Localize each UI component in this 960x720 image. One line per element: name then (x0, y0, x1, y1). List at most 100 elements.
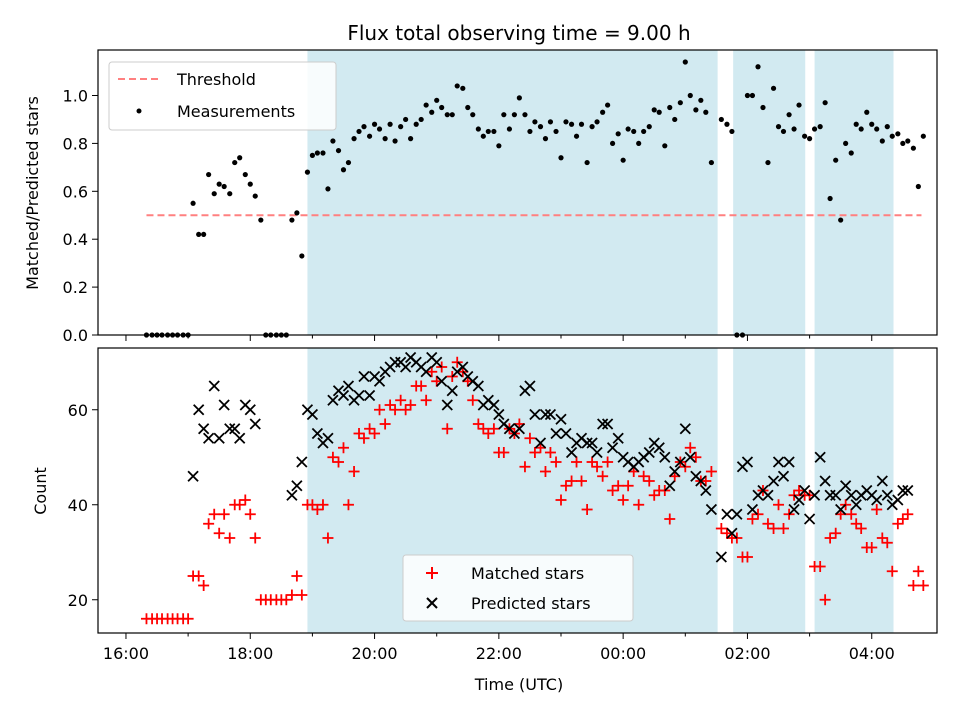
matched-point (389, 404, 401, 416)
matched-point (566, 475, 578, 487)
predicted-point-b (731, 508, 743, 520)
matched-point (602, 456, 614, 468)
predicted-point (746, 503, 759, 516)
matched-point (768, 523, 780, 534)
predicted-point-b (555, 413, 567, 425)
measurement-point (232, 159, 238, 166)
predicted-point (208, 380, 220, 392)
measurement-point (848, 150, 854, 156)
predicted-point-b (715, 551, 727, 563)
predicted-point (244, 404, 256, 416)
predicted-point-b (695, 475, 707, 487)
predicted-point-b (337, 389, 350, 402)
measurement-point (594, 119, 600, 125)
matched-point (498, 447, 510, 458)
measurement-point (838, 217, 844, 223)
predicted-point (363, 389, 376, 402)
measurement-point (247, 181, 253, 187)
measurement-point (206, 171, 212, 178)
predicted-point-b (881, 489, 893, 501)
predicted-point-b (871, 494, 883, 506)
predicted-point (457, 361, 469, 373)
matched-point (690, 451, 702, 463)
y-tick-label: 40 (68, 496, 88, 515)
predicted-point (793, 494, 805, 506)
legend-threshold-label: Threshold (176, 70, 256, 89)
measurement-point (672, 116, 678, 123)
measurement-point (874, 126, 880, 132)
predicted-point-b (850, 499, 862, 511)
predicted-point-b (482, 394, 494, 406)
measurement-point (325, 186, 331, 192)
measurement-point (351, 136, 357, 142)
predicted-point-b (622, 456, 634, 468)
measurement-point (434, 97, 440, 103)
observing-window-1 (733, 50, 806, 335)
measurement-point (708, 159, 715, 166)
predicted-point (767, 475, 780, 487)
predicted-point-b (322, 432, 334, 444)
predicted-point (715, 551, 727, 563)
predicted-point-b (772, 456, 785, 468)
matched-point (715, 523, 727, 534)
matched-point (814, 561, 826, 572)
predicted-point-b (550, 427, 562, 440)
predicted-point-b (601, 418, 614, 430)
predicted-point (783, 456, 795, 468)
predicted-point-b (373, 375, 386, 387)
predicted-point-b (467, 375, 479, 387)
predicted-point-b (767, 475, 780, 487)
measurement-point (252, 193, 258, 199)
predicted-point (229, 423, 241, 435)
predicted-point-b (664, 480, 676, 492)
predicted-point-b (524, 380, 536, 392)
predicted-point (544, 408, 557, 421)
measurement-point (853, 121, 859, 127)
measurement-point (662, 143, 668, 149)
matched-point (182, 613, 194, 625)
predicted-point-b (457, 361, 469, 373)
matched-point (705, 466, 717, 477)
matched-point (555, 494, 567, 506)
predicted-point-b (653, 442, 665, 454)
measurement-point (651, 107, 657, 113)
y-tick-label: 60 (68, 401, 88, 420)
matched-point (560, 480, 572, 492)
predicted-point-b (544, 408, 557, 421)
measurement-point (765, 159, 771, 166)
matched-point (597, 470, 609, 482)
measurement-point (211, 191, 217, 197)
measurement-point (345, 159, 352, 166)
measurement-point (408, 136, 414, 142)
x-tick-label: 22:00 (476, 644, 522, 663)
measurement-point (309, 152, 316, 158)
predicted-point (373, 375, 386, 387)
measurement-point (542, 136, 549, 142)
measurement-point (895, 131, 901, 137)
measurement-point (760, 104, 766, 111)
matched-point (348, 466, 360, 477)
predicted-point (187, 470, 199, 482)
predicted-point (762, 489, 774, 501)
measurement-point (439, 104, 445, 111)
measurement-point (429, 109, 435, 115)
count-legend-box (402, 554, 634, 622)
matched-point (426, 366, 438, 378)
measurement-point (423, 102, 429, 108)
x-tick-label: 18:00 (227, 644, 273, 663)
matched-point (643, 475, 655, 487)
matched-point (866, 542, 878, 553)
matched-point (482, 428, 494, 439)
predicted-point-b (762, 489, 774, 501)
measurement-point (656, 109, 662, 115)
predicted-point-b (726, 527, 738, 539)
predicted-point (777, 470, 790, 482)
matched-point (529, 447, 541, 458)
measurement-point (532, 119, 538, 125)
measurement-point (470, 112, 476, 118)
count-series (140, 351, 929, 625)
predicted-point (798, 484, 811, 497)
matched-point (420, 394, 432, 406)
predicted-point-b (187, 470, 199, 482)
predicted-point (591, 446, 603, 459)
